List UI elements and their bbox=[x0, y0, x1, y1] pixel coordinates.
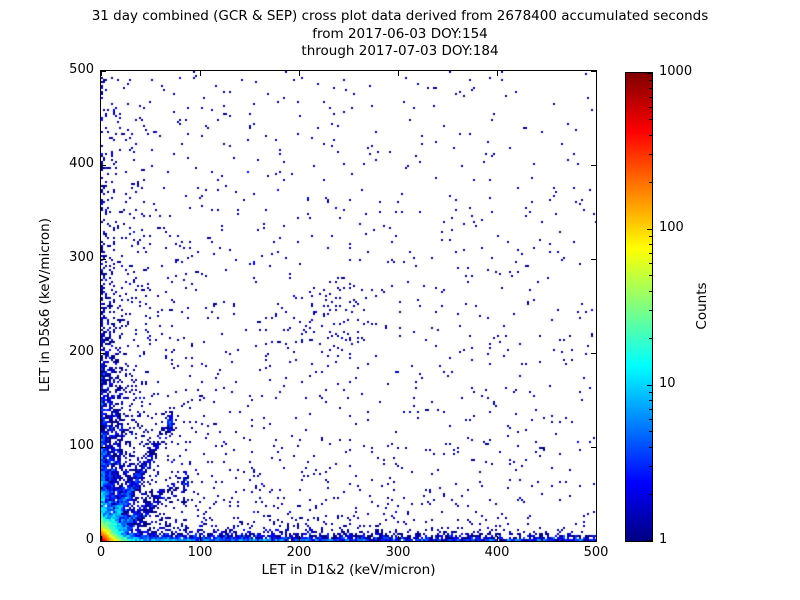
y-axis-label: LET in D5&6 (keV/micron) bbox=[37, 218, 53, 392]
x-tick bbox=[199, 536, 201, 541]
chart-title-line3: through 2017-07-03 DOY:184 bbox=[301, 43, 499, 59]
colorbar-tick bbox=[647, 540, 652, 541]
colorbar-minor-tick bbox=[649, 107, 652, 109]
colorbar-minor-tick bbox=[649, 119, 652, 121]
x-tick-label: 0 bbox=[96, 545, 106, 560]
y-tick bbox=[101, 258, 106, 260]
x-tick bbox=[496, 536, 498, 541]
x-tick-label: 400 bbox=[484, 545, 510, 560]
y-tick-right bbox=[591, 352, 596, 354]
scatter-canvas bbox=[101, 71, 596, 541]
colorbar-tick-label: 1000 bbox=[659, 64, 693, 79]
colorbar-minor-tick bbox=[649, 263, 652, 265]
colorbar-minor-tick bbox=[649, 154, 652, 156]
x-tick bbox=[397, 536, 399, 541]
x-tick-label: 100 bbox=[187, 545, 213, 560]
x-tick bbox=[595, 536, 597, 541]
colorbar-minor-tick bbox=[649, 446, 652, 448]
x-tick-top bbox=[298, 71, 300, 76]
chart-title-line1: 31 day combined (GCR & SEP) cross plot d… bbox=[91, 8, 709, 24]
colorbar-tick-label: 100 bbox=[659, 220, 684, 235]
colorbar-minor-tick bbox=[649, 275, 652, 277]
y-tick-right bbox=[591, 164, 596, 166]
x-tick-top bbox=[496, 71, 498, 76]
y-tick bbox=[101, 446, 106, 448]
colorbar-minor-tick bbox=[649, 243, 652, 245]
plot-area bbox=[100, 70, 597, 542]
colorbar-tick-label: 1 bbox=[659, 532, 668, 547]
colorbar-tick bbox=[647, 73, 652, 74]
colorbar-minor-tick bbox=[649, 391, 652, 393]
colorbar-minor-tick bbox=[649, 235, 652, 237]
colorbar-minor-tick bbox=[649, 493, 652, 495]
y-tick bbox=[101, 70, 106, 72]
y-tick-label: 300 bbox=[69, 250, 94, 265]
x-axis-label: LET in D1&2 (keV/micron) bbox=[261, 562, 436, 578]
colorbar-tick bbox=[647, 228, 652, 230]
x-tick-top bbox=[199, 71, 201, 76]
y-tick-right bbox=[591, 258, 596, 260]
y-tick bbox=[101, 540, 106, 542]
colorbar-minor-tick bbox=[649, 466, 652, 468]
chart-title-line2: from 2017-06-03 DOY:154 bbox=[312, 26, 488, 42]
y-tick-label: 100 bbox=[69, 438, 94, 453]
x-tick-top bbox=[100, 71, 102, 76]
x-tick-label: 200 bbox=[286, 545, 312, 560]
colorbar-minor-tick bbox=[649, 419, 652, 421]
y-tick-label: 0 bbox=[85, 532, 94, 547]
colorbar-minor-tick bbox=[649, 431, 652, 433]
y-tick-label: 500 bbox=[69, 62, 94, 77]
y-tick-right bbox=[591, 70, 596, 72]
colorbar bbox=[625, 72, 653, 542]
colorbar-minor-tick bbox=[649, 399, 652, 401]
y-tick bbox=[101, 164, 106, 166]
y-tick-right bbox=[591, 446, 596, 448]
colorbar-minor-tick bbox=[649, 134, 652, 136]
colorbar-tick bbox=[647, 384, 652, 386]
colorbar-minor-tick bbox=[649, 252, 652, 254]
colorbar-minor-tick bbox=[649, 408, 652, 410]
x-tick-top bbox=[595, 71, 597, 76]
x-tick-top bbox=[397, 71, 399, 76]
colorbar-minor-tick bbox=[649, 87, 652, 89]
y-tick bbox=[101, 352, 106, 354]
colorbar-minor-tick bbox=[649, 79, 652, 81]
colorbar-tick-label: 10 bbox=[659, 376, 676, 391]
colorbar-minor-tick bbox=[649, 337, 652, 339]
colorbar-label: Counts bbox=[694, 282, 710, 330]
y-tick-right bbox=[591, 540, 596, 542]
x-tick-label: 500 bbox=[583, 545, 609, 560]
y-tick-label: 200 bbox=[69, 344, 94, 359]
colorbar-minor-tick bbox=[649, 310, 652, 312]
x-tick bbox=[298, 536, 300, 541]
y-tick-label: 400 bbox=[69, 156, 94, 171]
colorbar-minor-tick bbox=[649, 290, 652, 292]
colorbar-minor-tick bbox=[649, 181, 652, 183]
x-tick bbox=[100, 536, 102, 541]
colorbar-minor-tick bbox=[649, 96, 652, 98]
x-tick-label: 300 bbox=[385, 545, 411, 560]
